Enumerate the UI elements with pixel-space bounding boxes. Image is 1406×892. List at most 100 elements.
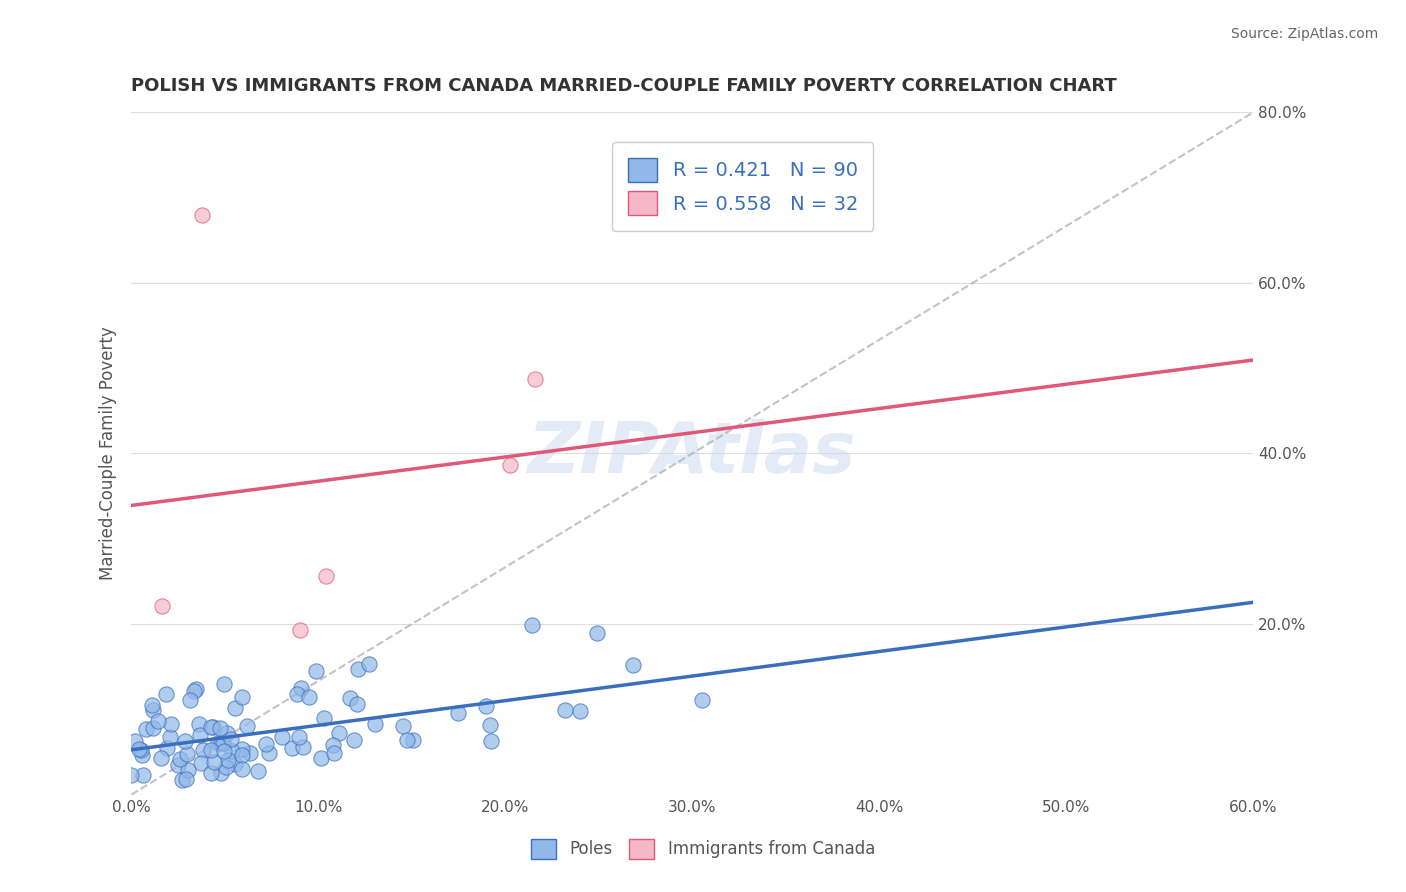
Point — [172, 772, 194, 787]
Point — [312, 711, 335, 725]
Point — [346, 662, 368, 676]
Point — [186, 682, 208, 697]
Point — [257, 746, 280, 760]
Point — [402, 733, 425, 747]
Point — [288, 624, 311, 638]
Point — [239, 747, 262, 761]
Point — [322, 738, 344, 752]
Point — [231, 762, 253, 776]
Point — [202, 721, 225, 735]
Point — [160, 717, 183, 731]
Point — [131, 743, 153, 757]
Point — [179, 693, 201, 707]
Point — [315, 569, 337, 583]
Point — [159, 731, 181, 745]
Point — [142, 703, 165, 717]
Point — [520, 617, 543, 632]
Point — [231, 741, 253, 756]
Point — [621, 658, 644, 673]
Point — [150, 751, 173, 765]
Point — [200, 743, 222, 757]
Point — [690, 693, 713, 707]
Point — [339, 691, 361, 706]
Point — [190, 756, 212, 771]
Point — [311, 751, 333, 765]
Point — [176, 772, 198, 786]
Point — [124, 734, 146, 748]
Point — [191, 743, 214, 757]
Point — [191, 208, 214, 222]
Point — [328, 726, 350, 740]
Point — [156, 740, 179, 755]
Point — [298, 690, 321, 705]
Legend: R = 0.421   N = 90, R = 0.558   N = 32: R = 0.421 N = 90, R = 0.558 N = 32 — [612, 143, 873, 231]
Point — [209, 766, 232, 780]
Point — [280, 740, 302, 755]
Point — [141, 698, 163, 713]
Point — [142, 721, 165, 735]
Point — [254, 737, 277, 751]
Point — [474, 698, 496, 713]
Point — [247, 764, 270, 778]
Point — [224, 701, 246, 715]
Point — [343, 732, 366, 747]
Point — [214, 677, 236, 691]
Y-axis label: Married-Couple Family Poverty: Married-Couple Family Poverty — [100, 326, 117, 581]
Point — [121, 768, 143, 782]
Point — [479, 734, 502, 748]
Point — [214, 760, 236, 774]
Point — [554, 703, 576, 717]
Point — [364, 717, 387, 731]
Legend: Poles, Immigrants from Canada: Poles, Immigrants from Canada — [524, 832, 882, 866]
Point — [200, 766, 222, 780]
Point — [132, 768, 155, 782]
Point — [212, 744, 235, 758]
Text: Source: ZipAtlas.com: Source: ZipAtlas.com — [1230, 27, 1378, 41]
Text: ZIPAtlas: ZIPAtlas — [529, 419, 856, 488]
Point — [148, 714, 170, 729]
Point — [176, 747, 198, 762]
Point — [135, 723, 157, 737]
Point — [215, 726, 238, 740]
Point — [236, 719, 259, 733]
Text: POLISH VS IMMIGRANTS FROM CANADA MARRIED-COUPLE FAMILY POVERTY CORRELATION CHART: POLISH VS IMMIGRANTS FROM CANADA MARRIED… — [131, 78, 1116, 95]
Point — [346, 697, 368, 711]
Point — [204, 755, 226, 769]
Point — [183, 684, 205, 698]
Point — [359, 657, 381, 671]
Point — [479, 718, 502, 732]
Point — [155, 687, 177, 701]
Point — [128, 742, 150, 756]
Point — [523, 372, 546, 386]
Point — [270, 731, 292, 745]
Point — [292, 740, 315, 755]
Point — [169, 752, 191, 766]
Point — [568, 704, 591, 718]
Point — [209, 722, 232, 736]
Point — [221, 744, 243, 758]
Point — [499, 458, 522, 472]
Point — [285, 687, 308, 701]
Point — [585, 626, 607, 640]
Point — [200, 720, 222, 734]
Point — [288, 730, 311, 744]
Point — [217, 753, 239, 767]
Point — [150, 599, 173, 613]
Point — [173, 734, 195, 748]
Point — [305, 665, 328, 679]
Point — [188, 717, 211, 731]
Point — [231, 747, 253, 762]
Point — [167, 758, 190, 772]
Point — [447, 706, 470, 721]
Point — [131, 747, 153, 762]
Point — [395, 733, 418, 747]
Point — [207, 736, 229, 750]
Point — [211, 736, 233, 750]
Point — [322, 746, 344, 760]
Point — [219, 732, 242, 747]
Point — [231, 690, 253, 704]
Point — [224, 757, 246, 772]
Point — [290, 681, 312, 696]
Point — [392, 719, 415, 733]
Point — [190, 728, 212, 742]
